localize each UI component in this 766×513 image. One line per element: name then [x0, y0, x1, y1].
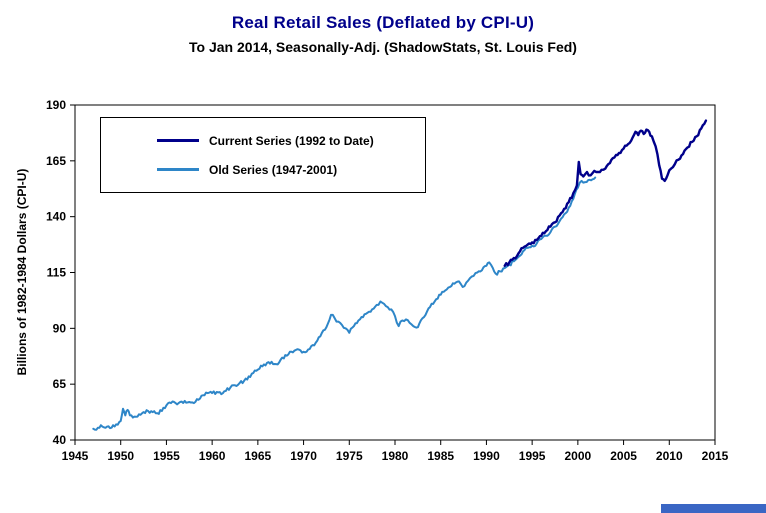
svg-text:1965: 1965 — [245, 449, 272, 463]
svg-text:2015: 2015 — [702, 449, 729, 463]
svg-text:40: 40 — [53, 433, 67, 447]
old-series-line-swatch — [157, 168, 199, 171]
legend-entry-current-series: Current Series (1992 to Date) — [157, 134, 425, 148]
svg-text:1960: 1960 — [199, 449, 226, 463]
legend-entry-old-series: Old Series (1947-2001) — [157, 163, 425, 177]
chart-subtitle: To Jan 2014, Seasonally-Adj. (ShadowStat… — [189, 39, 577, 55]
y-axis-label: Billions of 1982-1984 Dollars (CPI-U) — [15, 168, 29, 376]
current-series-line-swatch — [157, 139, 199, 142]
svg-text:1995: 1995 — [519, 449, 546, 463]
svg-text:1980: 1980 — [382, 449, 409, 463]
svg-text:1970: 1970 — [290, 449, 317, 463]
svg-text:2005: 2005 — [610, 449, 637, 463]
footer-accent-bar — [661, 504, 766, 513]
svg-text:1955: 1955 — [153, 449, 180, 463]
svg-text:1990: 1990 — [473, 449, 500, 463]
svg-text:1975: 1975 — [336, 449, 363, 463]
svg-text:1985: 1985 — [427, 449, 454, 463]
legend-label-current-series: Current Series (1992 to Date) — [209, 133, 374, 148]
svg-text:2000: 2000 — [565, 449, 592, 463]
svg-text:2010: 2010 — [656, 449, 683, 463]
legend: Current Series (1992 to Date) Old Series… — [100, 117, 426, 193]
svg-text:1945: 1945 — [62, 449, 89, 463]
legend-label-old-series: Old Series (1947-2001) — [209, 162, 338, 177]
svg-text:165: 165 — [46, 154, 66, 168]
svg-text:140: 140 — [46, 210, 66, 224]
chart-title: Real Retail Sales (Deflated by CPI-U) — [231, 13, 535, 32]
svg-text:90: 90 — [53, 321, 67, 335]
svg-text:1950: 1950 — [107, 449, 134, 463]
svg-text:65: 65 — [53, 377, 67, 391]
svg-text:115: 115 — [47, 266, 67, 280]
svg-text:190: 190 — [46, 98, 66, 112]
